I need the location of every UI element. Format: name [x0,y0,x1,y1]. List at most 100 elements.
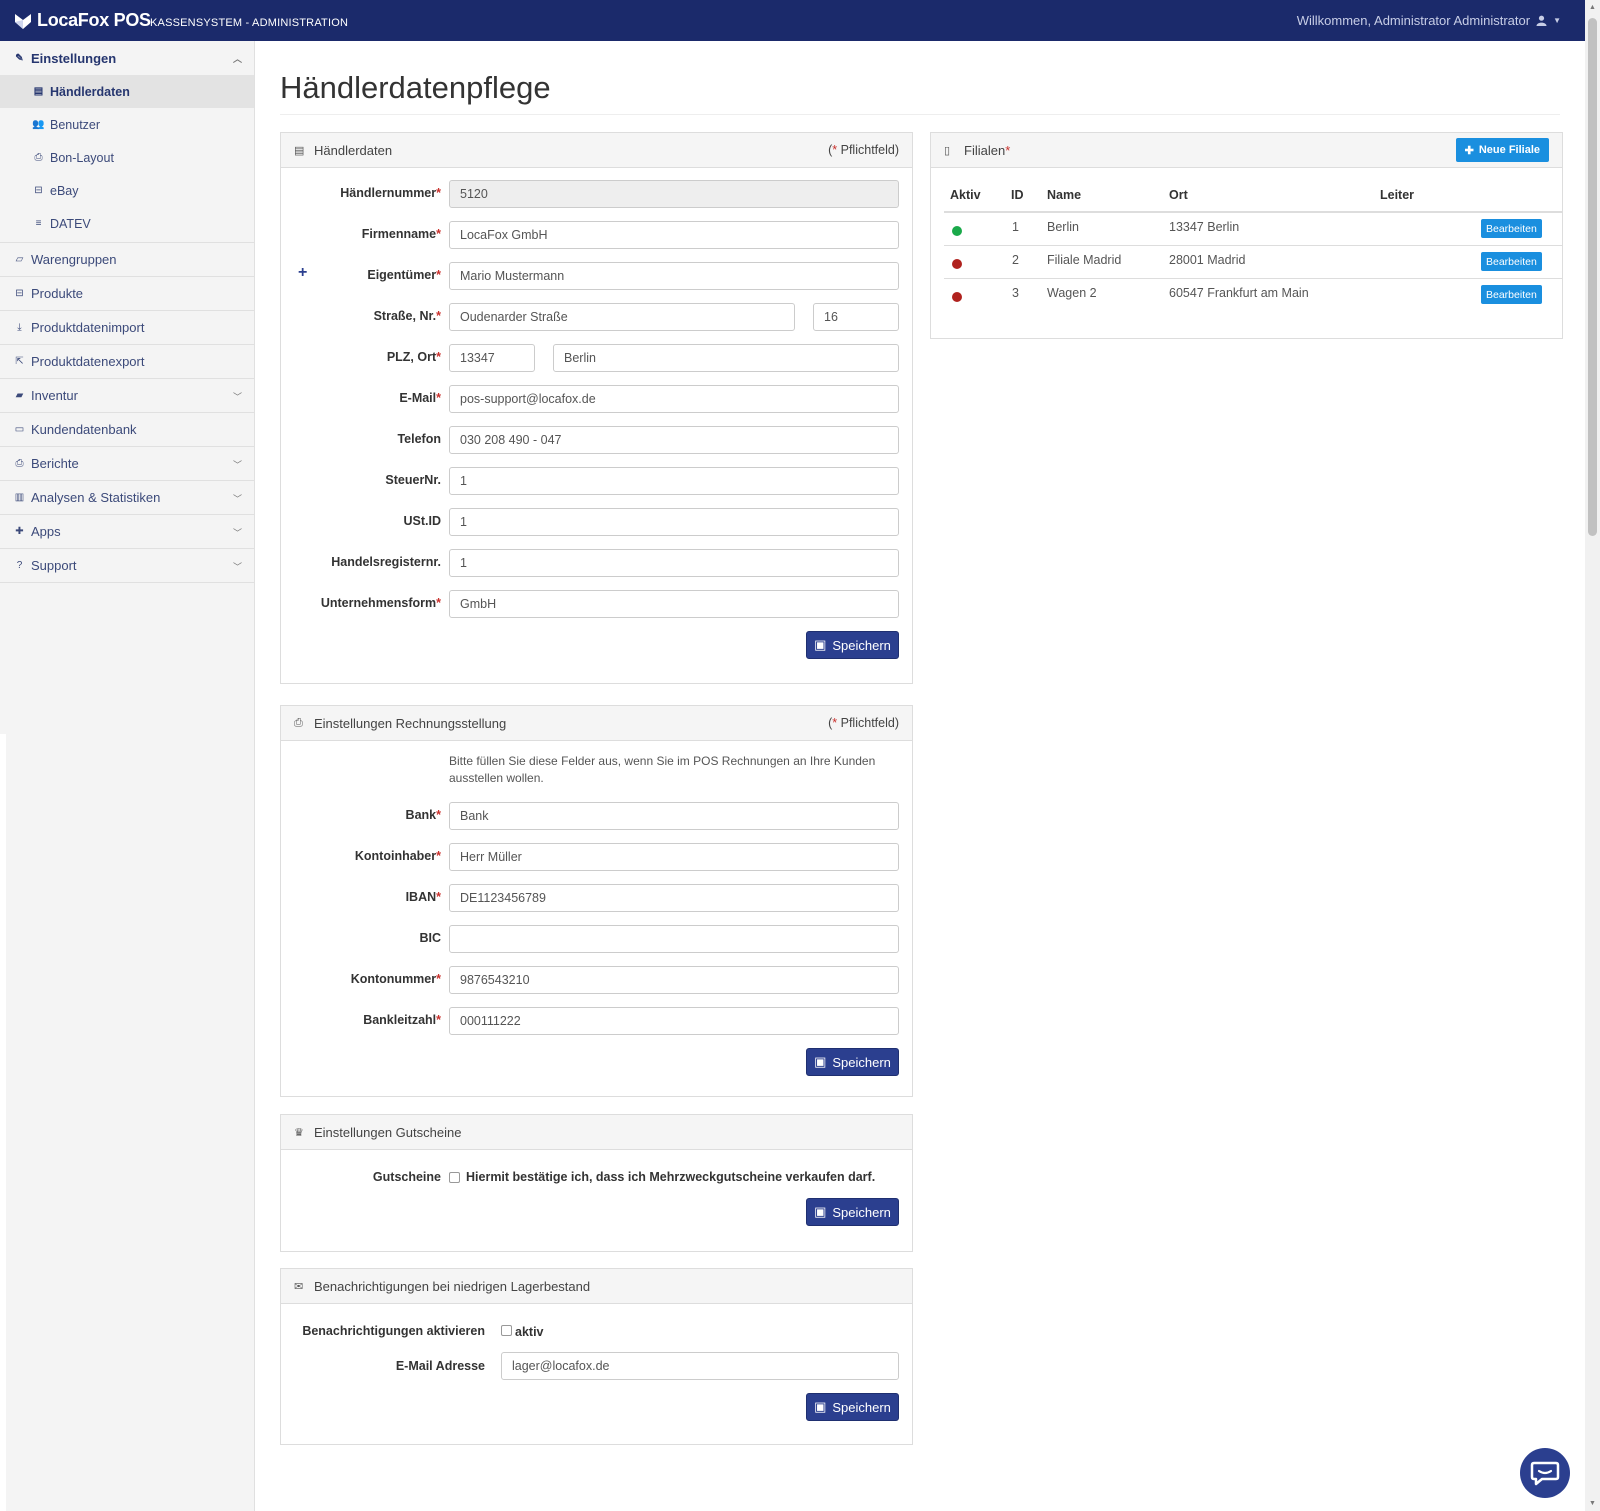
sidebar-item-analysen[interactable]: ▥ Analysen & Statistiken ﹀ [0,481,254,515]
branch-name: Filiale Madrid [1047,253,1122,267]
basket-icon: ⊟ [34,185,43,196]
telefon-field[interactable] [449,426,899,454]
sidebar-item-label: Apps [31,524,61,539]
lager-email-field[interactable] [501,1352,899,1380]
label-kontoinhaber: Kontoinhaber* [354,849,441,863]
unternehmensform-field[interactable] [449,590,899,618]
sidebar-item-ebay[interactable]: ⊟ eBay [0,174,254,207]
document-icon: ▤ [294,144,305,157]
sidebar-item-haendlerdaten[interactable]: ▤ Händlerdaten [0,75,254,108]
label-benachrichtigungen: Benachrichtigungen aktivieren [302,1324,485,1338]
save-haendlerdaten-button[interactable]: ▣ Speichern [806,631,899,659]
folder-open-icon: ▱ [15,254,24,265]
sidebar-item-label: eBay [50,183,79,198]
branch-id: 1 [1012,220,1019,234]
eigentuemer-field[interactable] [449,262,899,290]
sidebar-item-label: Produktdatenexport [31,354,145,369]
sidebar-item-datev[interactable]: ≡ DATEV [0,207,254,240]
column-header-ort: Ort [1169,188,1188,202]
hausnummer-field[interactable] [813,303,899,331]
email-field[interactable] [449,385,899,413]
gutscheine-checkbox[interactable] [449,1172,460,1183]
status-active-dot [952,226,962,236]
user-menu[interactable]: Willkommen, Administrator Administrator … [1297,13,1561,28]
save-icon: ▣ [814,1399,827,1414]
app-subtitle: KASSENSYSTEM - ADMINISTRATION [150,17,349,29]
users-icon: 👥 [32,119,45,130]
print-icon: ⎙ [15,458,24,469]
column-header-aktiv: Aktiv [950,188,981,202]
benachrichtigungen-checkbox[interactable] [501,1325,512,1336]
label-gutscheine: Gutscheine [372,1170,441,1184]
branch-id: 2 [1012,253,1019,267]
sidebar-item-kundendatenbank[interactable]: ▭ Kundendatenbank [0,413,254,447]
label-telefon: Telefon [397,432,441,446]
save-rechnung-button[interactable]: ▣ Speichern [806,1048,899,1076]
book-icon: ▰ [15,390,24,401]
bankleitzahl-field[interactable] [449,1007,899,1035]
edit-branch-button[interactable]: Bearbeiten [1481,285,1542,304]
steuernr-field[interactable] [449,467,899,495]
sidebar-item-apps[interactable]: ✚ Apps ﹀ [0,515,254,549]
sidebar-item-label: DATEV [50,216,91,231]
kontoinhaber-field[interactable] [449,843,899,871]
firmenname-field[interactable] [449,221,899,249]
download-icon: ⤓ [17,322,22,333]
save-lager-button[interactable]: ▣ Speichern [806,1393,899,1421]
vertical-scrollbar[interactable]: ▲ ▼ [1585,0,1600,1511]
sidebar-item-warengruppen[interactable]: ▱ Warengruppen [0,243,254,277]
chat-launcher-button[interactable] [1520,1448,1570,1498]
label-firmenname: Firmenname* [361,227,441,241]
sidebar-item-support[interactable]: ? Support ﹀ [0,549,254,583]
label-bankleitzahl: Bankleitzahl* [363,1013,441,1027]
branch-ort: 13347 Berlin [1169,220,1240,234]
status-inactive-dot [952,292,962,302]
row-divider [944,245,1562,246]
sidebar-item-bon-layout[interactable]: ⎙ Bon-Layout [0,141,254,174]
status-inactive-dot [952,259,962,269]
chevron-down-icon: ﹀ [232,392,242,402]
required-note: (* Pflichtfeld) [828,716,899,730]
edit-branch-button[interactable]: Bearbeiten [1481,252,1542,271]
label-email: E-Mail* [399,391,441,405]
settings-submenu: ▤ Händlerdaten 👥 Benutzer ⎙ Bon-Layout ⊟… [0,75,254,243]
sidebar-item-produktdatenexport[interactable]: ⇱ Produktdatenexport [0,345,254,379]
save-gutscheine-button[interactable]: ▣ Speichern [806,1198,899,1226]
sidebar-item-produktdatenimport[interactable]: ⤓ Produktdatenimport [0,311,254,345]
sidebar-item-label: Inventur [31,388,78,403]
add-owner-icon[interactable]: + [298,264,308,281]
kontonummer-field[interactable] [449,966,899,994]
panel-title: Filialen* [964,142,1011,158]
sidebar-item-produkte[interactable]: ⊟ Produkte [0,277,254,311]
gift-icon: ♛ [294,1126,304,1139]
sidebar-item-benutzer[interactable]: 👥 Benutzer [0,108,254,141]
plus-icon: ✚ [1464,144,1474,157]
handelsregister-field[interactable] [449,549,899,577]
sidebar-item-inventur[interactable]: ▰ Inventur ﹀ [0,379,254,413]
save-icon: ▣ [814,637,827,652]
column-header-name: Name [1047,188,1082,202]
sidebar-item-label: Support [31,558,77,573]
edit-branch-button[interactable]: Bearbeiten [1481,219,1542,238]
print-icon: ⎙ [34,152,43,163]
ustid-field[interactable] [449,508,899,536]
scroll-up-arrow-icon[interactable]: ▲ [1589,4,1596,11]
brand-logo[interactable]: LocaFox POS [14,10,151,31]
scrollbar-thumb[interactable] [1588,18,1597,536]
iban-field[interactable] [449,884,899,912]
panel-header: ✉ Benachrichtigungen bei niedrigen Lager… [281,1269,912,1304]
sidebar-item-label: Einstellungen [31,50,117,66]
scroll-down-arrow-icon[interactable]: ▼ [1589,1500,1596,1507]
bank-field[interactable] [449,802,899,830]
strasse-field[interactable] [449,303,795,331]
label-ustid: USt.ID [403,514,442,528]
chevron-down-icon: ﹀ [232,528,242,538]
sidebar-item-berichte[interactable]: ⎙ Berichte ﹀ [0,447,254,481]
sidebar-item-einstellungen[interactable]: ✎ Einstellungen ︿ [0,41,254,75]
bic-field[interactable] [449,925,899,953]
new-branch-button[interactable]: ✚ Neue Filiale [1455,138,1549,162]
label-bank: Bank* [405,808,441,822]
ort-field[interactable] [553,344,899,372]
panel-title: Einstellungen Gutscheine [314,1124,462,1140]
plz-field[interactable] [449,344,535,372]
